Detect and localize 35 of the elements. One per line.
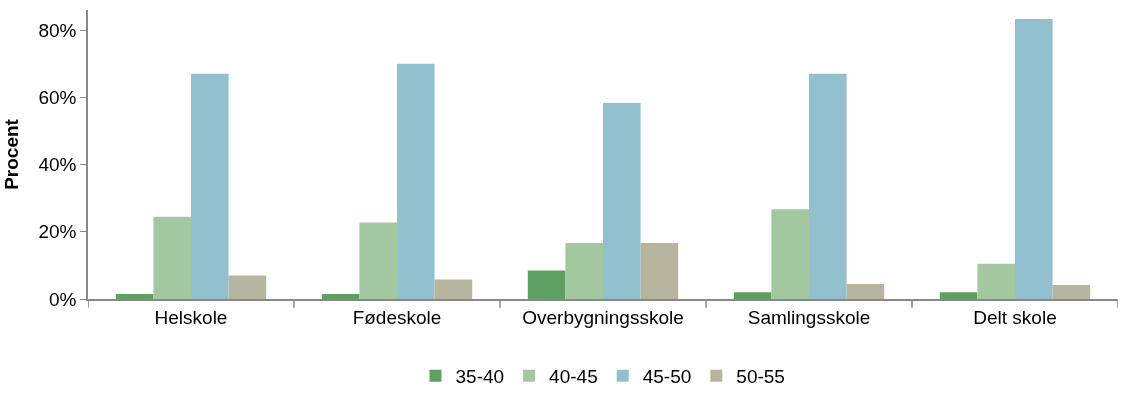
y-axis-title: Procent	[0, 118, 22, 190]
y-tick-label: 0%	[48, 288, 77, 310]
x-tick-label: Samlingsskole	[747, 306, 871, 328]
bar	[359, 222, 397, 299]
bar	[771, 209, 809, 299]
bar	[434, 279, 473, 299]
y-tick-label: 40%	[38, 154, 77, 176]
bar	[846, 283, 885, 299]
x-tick-label: Fødeskole	[352, 306, 442, 328]
bar	[1015, 19, 1053, 299]
bar	[603, 103, 641, 299]
bar	[640, 242, 679, 299]
x-tick-label: Delt skole	[973, 306, 1057, 328]
bar	[939, 292, 978, 299]
bar	[733, 292, 772, 299]
legend-label: 50-55	[736, 366, 785, 388]
y-tick-label: 80%	[38, 19, 77, 41]
bar	[809, 73, 847, 299]
bar	[115, 293, 154, 299]
bar	[977, 263, 1015, 299]
y-tick-label: 20%	[38, 221, 77, 243]
y-tick-label: 60%	[38, 87, 77, 109]
legend-label: 35-40	[455, 366, 505, 388]
bar	[397, 63, 435, 299]
legend-label: 45-50	[642, 366, 692, 388]
legend-label: 40-45	[549, 366, 598, 388]
x-tick-label: Overbygningsskole	[522, 306, 684, 328]
bar	[1052, 284, 1091, 299]
x-tick-label: Helskole	[154, 306, 228, 328]
bar	[527, 270, 566, 299]
bar	[321, 293, 360, 299]
bar	[191, 73, 229, 299]
bar	[228, 275, 267, 299]
bar	[153, 216, 191, 299]
bar	[565, 242, 603, 299]
